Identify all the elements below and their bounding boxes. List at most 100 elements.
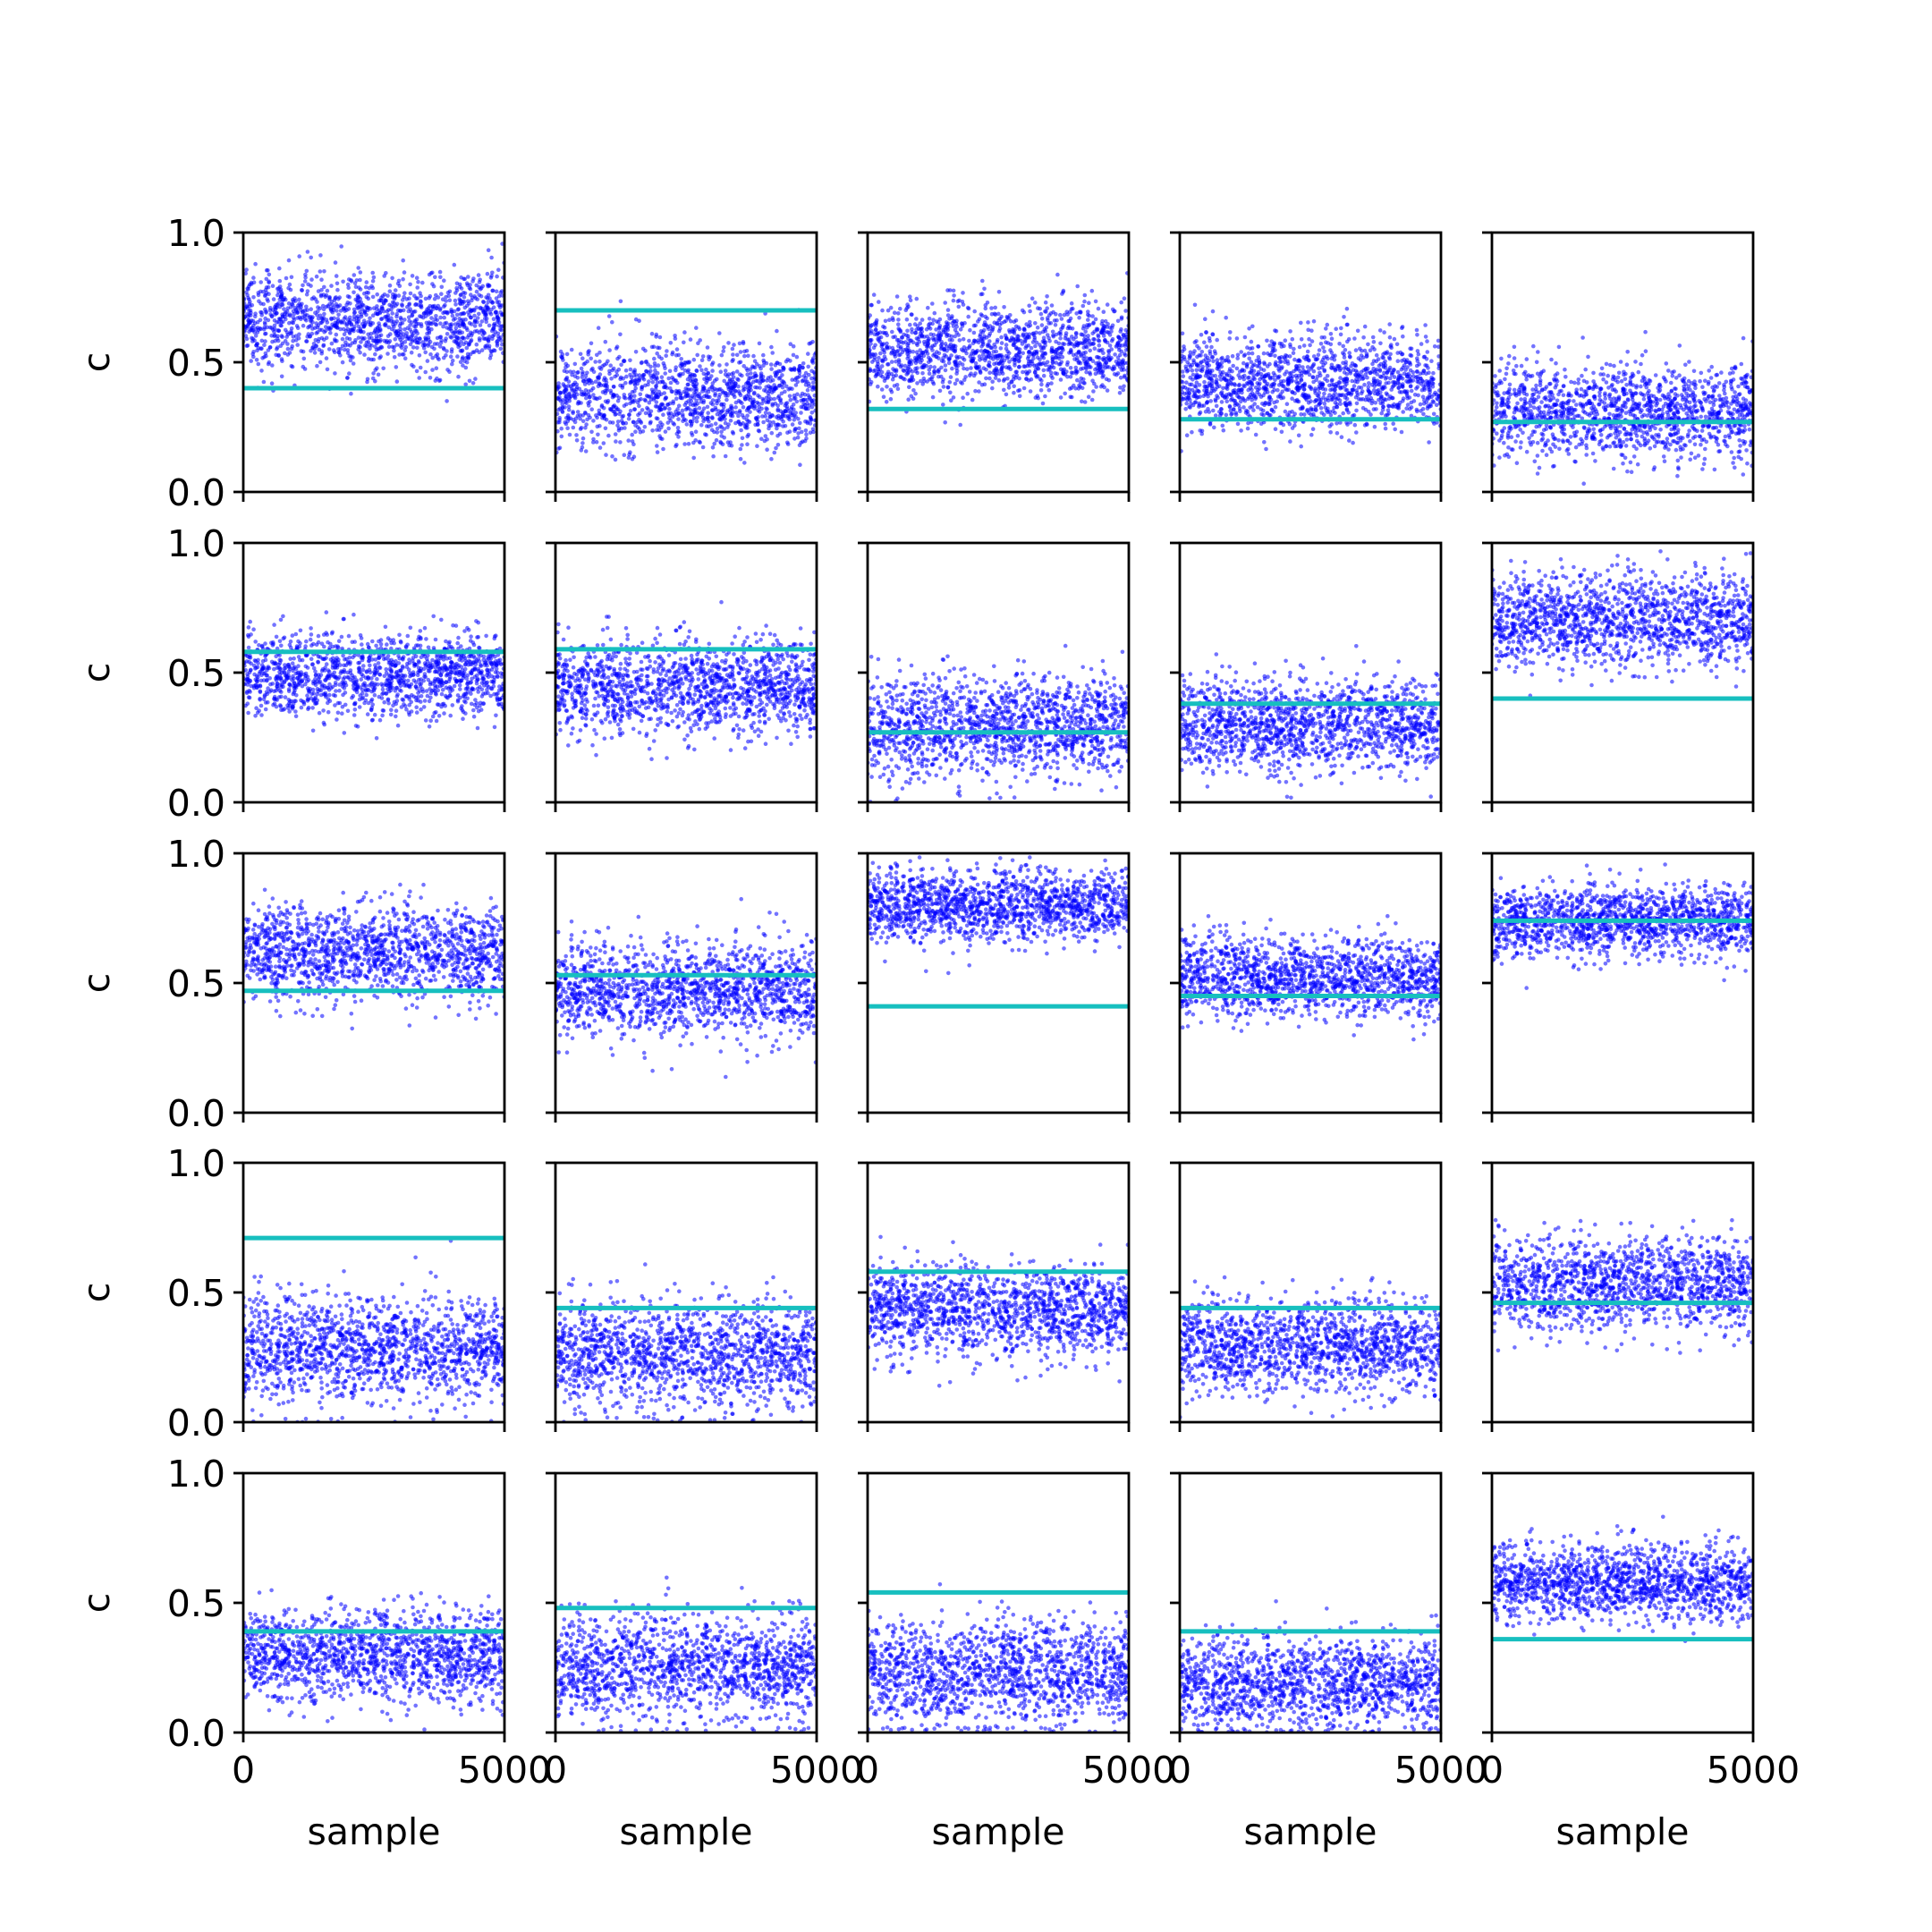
- sample-point: [668, 341, 674, 345]
- sample-point: [555, 420, 560, 425]
- sample-point: [988, 355, 993, 360]
- sample-point: [877, 338, 881, 343]
- sample-point: [390, 275, 394, 281]
- sample-point: [314, 343, 318, 348]
- sample-point: [255, 330, 260, 335]
- sample-point: [293, 338, 299, 343]
- sample-point: [769, 456, 774, 462]
- sample-point: [1016, 352, 1021, 356]
- sample-point: [385, 338, 389, 343]
- sample-point: [919, 358, 924, 363]
- sample-point: [879, 369, 885, 375]
- sample-point: [263, 331, 268, 336]
- sample-point: [440, 297, 445, 302]
- sample-point: [1088, 356, 1093, 361]
- sample-point: [908, 298, 913, 303]
- sample-point: [1082, 334, 1087, 338]
- sample-point: [335, 309, 339, 313]
- sample-point: [325, 288, 330, 293]
- sample-point: [340, 360, 345, 365]
- sample-point: [580, 445, 585, 450]
- sample-point: [292, 311, 296, 317]
- sample-point: [688, 411, 693, 417]
- sample-point: [886, 362, 890, 367]
- sample-point: [378, 344, 384, 350]
- sample-point: [785, 413, 791, 419]
- sample-point: [990, 386, 995, 391]
- sample-point: [301, 323, 306, 328]
- sample-point: [873, 323, 878, 328]
- sample-point: [805, 397, 809, 402]
- sample-point: [667, 369, 673, 374]
- sample-point: [589, 356, 593, 361]
- sample-point: [428, 271, 434, 275]
- sample-point: [650, 379, 656, 385]
- sample-point: [894, 294, 900, 299]
- sample-point: [573, 416, 579, 421]
- sample-point: [879, 364, 885, 369]
- sample-point: [1015, 337, 1021, 342]
- sample-point: [341, 307, 346, 311]
- sample-point: [1101, 351, 1106, 356]
- sample-point: [999, 314, 1004, 319]
- sample-point: [444, 353, 448, 358]
- sample-point: [438, 275, 443, 280]
- sample-point: [757, 410, 762, 414]
- sample-point: [295, 316, 301, 320]
- sample-point: [1337, 398, 1343, 403]
- sample-point: [1007, 360, 1012, 364]
- sample-point: [944, 320, 949, 325]
- sample-point: [693, 429, 699, 435]
- sample-point: [580, 356, 585, 361]
- sample-point: [1039, 323, 1045, 327]
- sample-point: [364, 280, 369, 284]
- sample-point: [953, 334, 957, 339]
- sample-point: [280, 291, 284, 296]
- sample-point: [1117, 348, 1122, 352]
- sample-point: [1292, 357, 1297, 362]
- sample-point: [809, 411, 815, 415]
- sample-point: [724, 397, 729, 402]
- sample-point: [638, 392, 643, 397]
- sample-point: [341, 279, 345, 284]
- sample-point: [616, 395, 622, 401]
- sample-point: [451, 318, 456, 322]
- sample-point: [471, 276, 476, 281]
- sample-point: [744, 366, 749, 371]
- sample-point: [387, 339, 393, 343]
- sample-point: [1318, 401, 1322, 406]
- sample-point: [868, 382, 873, 386]
- sample-point: [1086, 309, 1090, 314]
- sample-point: [1250, 346, 1255, 351]
- sample-point: [738, 393, 743, 398]
- sample-point: [322, 269, 326, 274]
- sample-point: [375, 341, 379, 346]
- sample-point: [567, 398, 572, 403]
- sample-point: [487, 323, 492, 328]
- sample-point: [1344, 420, 1349, 425]
- sample-point: [381, 309, 386, 314]
- sample-point: [1256, 372, 1260, 377]
- sample-point: [398, 337, 402, 343]
- sample-point: [343, 343, 348, 348]
- sample-point: [1226, 360, 1232, 364]
- sample-point: [366, 340, 371, 344]
- sample-point: [1408, 346, 1412, 352]
- sample-point: [705, 415, 710, 420]
- sample-point: [970, 341, 976, 346]
- sample-point: [350, 327, 355, 333]
- sample-point: [1033, 301, 1038, 305]
- sample-point: [734, 352, 740, 358]
- sample-point: [435, 335, 440, 341]
- sample-point: [918, 327, 923, 332]
- sample-point: [766, 400, 771, 405]
- sample-point: [1319, 365, 1325, 370]
- sample-point: [1318, 406, 1324, 411]
- sample-point: [704, 376, 709, 381]
- sample-point: [920, 371, 925, 376]
- sample-point: [410, 339, 415, 343]
- sample-point: [286, 285, 291, 291]
- sample-point: [1213, 387, 1218, 392]
- sample-point: [308, 335, 312, 339]
